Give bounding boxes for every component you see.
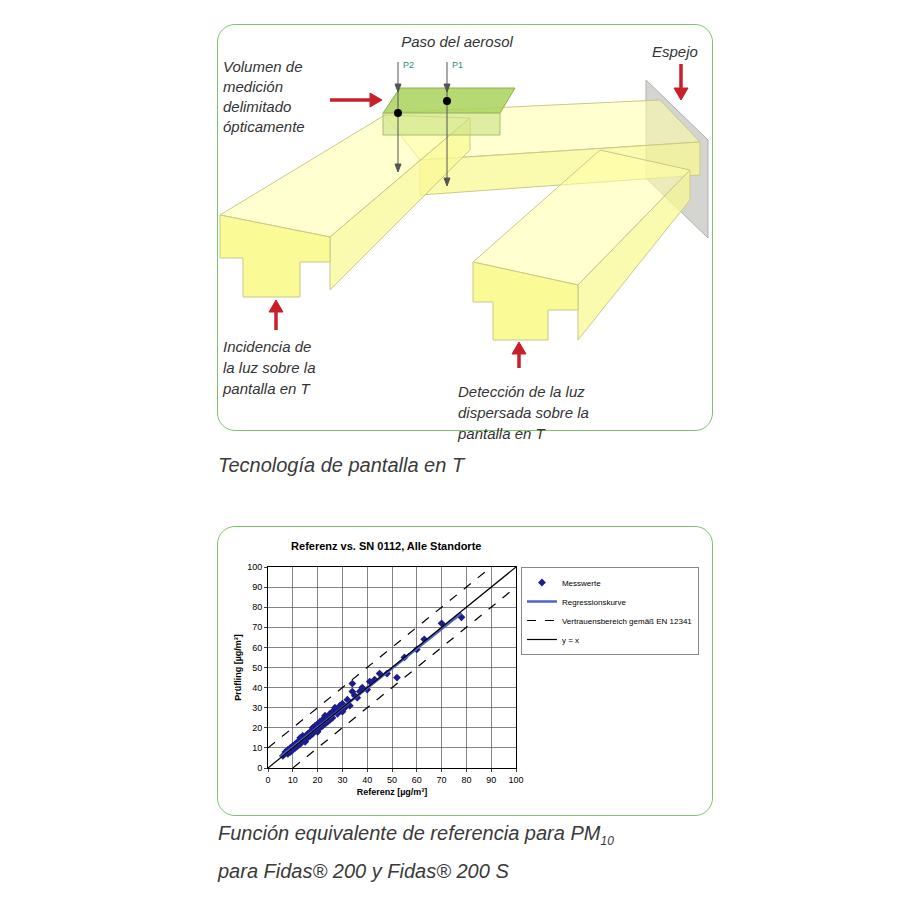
svg-text:Messwerte: Messwerte (562, 579, 601, 588)
html-text:para Fidas® 200 y Fidas® 200 S: para Fidas® 200 y Fidas® 200 S (218, 860, 509, 882)
html-text:Función equivalente de referen: Función equivalente de referencia para P… (218, 822, 614, 848)
svg-text:10: 10 (288, 775, 298, 785)
svg-text:P2: P2 (403, 60, 414, 70)
svg-text:80: 80 (252, 602, 262, 612)
svg-text:Referenz vs. SN 0112, Alle Sta: Referenz vs. SN 0112, Alle Standorte (291, 540, 481, 552)
svg-text:Incidencia de: Incidencia de (223, 338, 311, 355)
svg-text:100: 100 (508, 775, 523, 785)
svg-text:0: 0 (257, 763, 262, 773)
svg-text:pantalla en T: pantalla en T (222, 380, 312, 397)
svg-text:P1: P1 (452, 60, 463, 70)
svg-text:pantalla en T: pantalla en T (457, 425, 547, 442)
svg-text:100: 100 (247, 562, 262, 572)
svg-text:30: 30 (252, 703, 262, 713)
svg-text:dispersada sobre la: dispersada sobre la (458, 404, 589, 421)
svg-text:medición: medición (223, 78, 283, 95)
svg-text:delimitado: delimitado (223, 98, 291, 115)
svg-text:40: 40 (362, 775, 372, 785)
svg-text:80: 80 (461, 775, 471, 785)
svg-text:70: 70 (437, 775, 447, 785)
html-text:Tecnología de pantalla en T: Tecnología de pantalla en T (218, 454, 465, 476)
svg-text:60: 60 (252, 643, 262, 653)
svg-text:y = x: y = x (562, 636, 579, 645)
svg-text:20: 20 (313, 775, 323, 785)
svg-text:0: 0 (265, 775, 270, 785)
svg-text:90: 90 (486, 775, 496, 785)
svg-text:Vertrauensbereich gemäß EN 123: Vertrauensbereich gemäß EN 12341 (562, 617, 692, 626)
svg-text:Paso del aerosol: Paso del aerosol (401, 33, 513, 50)
svg-text:la luz sobre la: la luz sobre la (223, 359, 316, 376)
svg-text:20: 20 (252, 723, 262, 733)
svg-text:Referenz [µg/m³]: Referenz [µg/m³] (357, 787, 428, 797)
svg-text:70: 70 (252, 622, 262, 632)
svg-text:50: 50 (252, 663, 262, 673)
svg-text:90: 90 (252, 582, 262, 592)
svg-text:ópticamente: ópticamente (223, 118, 305, 135)
svg-text:Regressionskurve: Regressionskurve (562, 598, 627, 607)
svg-text:30: 30 (337, 775, 347, 785)
svg-text:Detección de la luz: Detección de la luz (458, 383, 585, 400)
svg-text:10: 10 (252, 743, 262, 753)
svg-text:Prüfling [µg/m³]: Prüfling [µg/m³] (233, 634, 243, 701)
svg-text:60: 60 (412, 775, 422, 785)
svg-text:40: 40 (252, 683, 262, 693)
svg-text:Espejo: Espejo (652, 43, 698, 60)
svg-text:50: 50 (387, 775, 397, 785)
svg-text:Volumen de: Volumen de (223, 58, 303, 75)
